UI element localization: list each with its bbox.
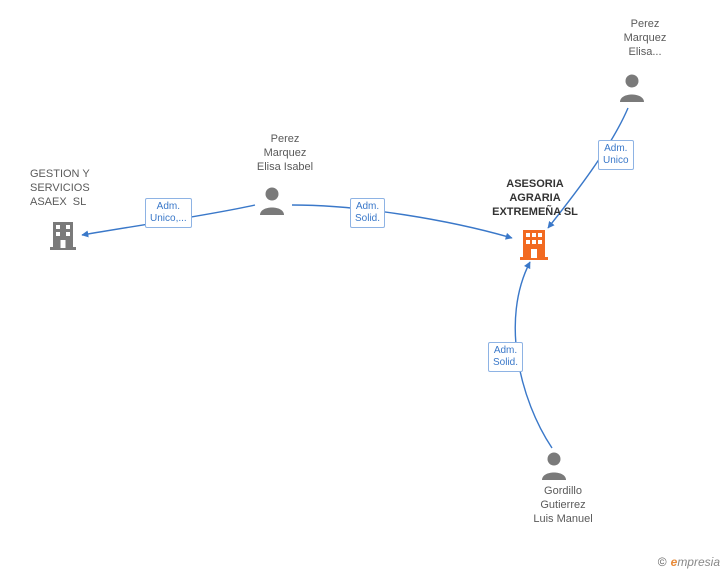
node-label-gestion: GESTION Y SERVICIOS ASAEX SL <box>30 168 120 209</box>
brand-rest: mpresia <box>677 555 720 569</box>
edge-label-adm-solid-asesoria-2: Adm. Solid. <box>488 342 523 372</box>
diagram-canvas: Adm. Unico,... Adm. Solid. Adm. Unico Ad… <box>0 0 728 575</box>
watermark: ©empresia <box>658 555 720 569</box>
person-icon <box>540 450 568 485</box>
node-perez-center[interactable]: Perez Marquez Elisa Isabel <box>240 133 330 174</box>
person-icon <box>258 185 286 220</box>
node-label-gordillo: Gordillo Gutierrez Luis Manuel <box>518 485 608 526</box>
node-label-perez-center: Perez Marquez Elisa Isabel <box>240 133 330 174</box>
node-gestion[interactable]: GESTION Y SERVICIOS ASAEX SL <box>30 168 120 209</box>
node-asesoria[interactable]: ASESORIA AGRARIA EXTREMEÑA SL <box>470 178 600 219</box>
building-icon <box>50 220 76 255</box>
copyright-symbol: © <box>658 555 667 569</box>
edge-label-adm-unico-asesoria: Adm. Unico <box>598 140 634 170</box>
node-label-asesoria: ASESORIA AGRARIA EXTREMEÑA SL <box>470 178 600 219</box>
node-gordillo[interactable]: Gordillo Gutierrez Luis Manuel <box>518 485 608 526</box>
edge-label-adm-solid-asesoria-1: Adm. Solid. <box>350 198 385 228</box>
building-icon <box>520 228 548 265</box>
node-label-perez-top: Perez Marquez Elisa... <box>605 18 685 59</box>
node-perez-top[interactable]: Perez Marquez Elisa... <box>605 18 685 59</box>
person-icon <box>618 72 646 107</box>
edge-label-adm-unico-gestion: Adm. Unico,... <box>145 198 192 228</box>
